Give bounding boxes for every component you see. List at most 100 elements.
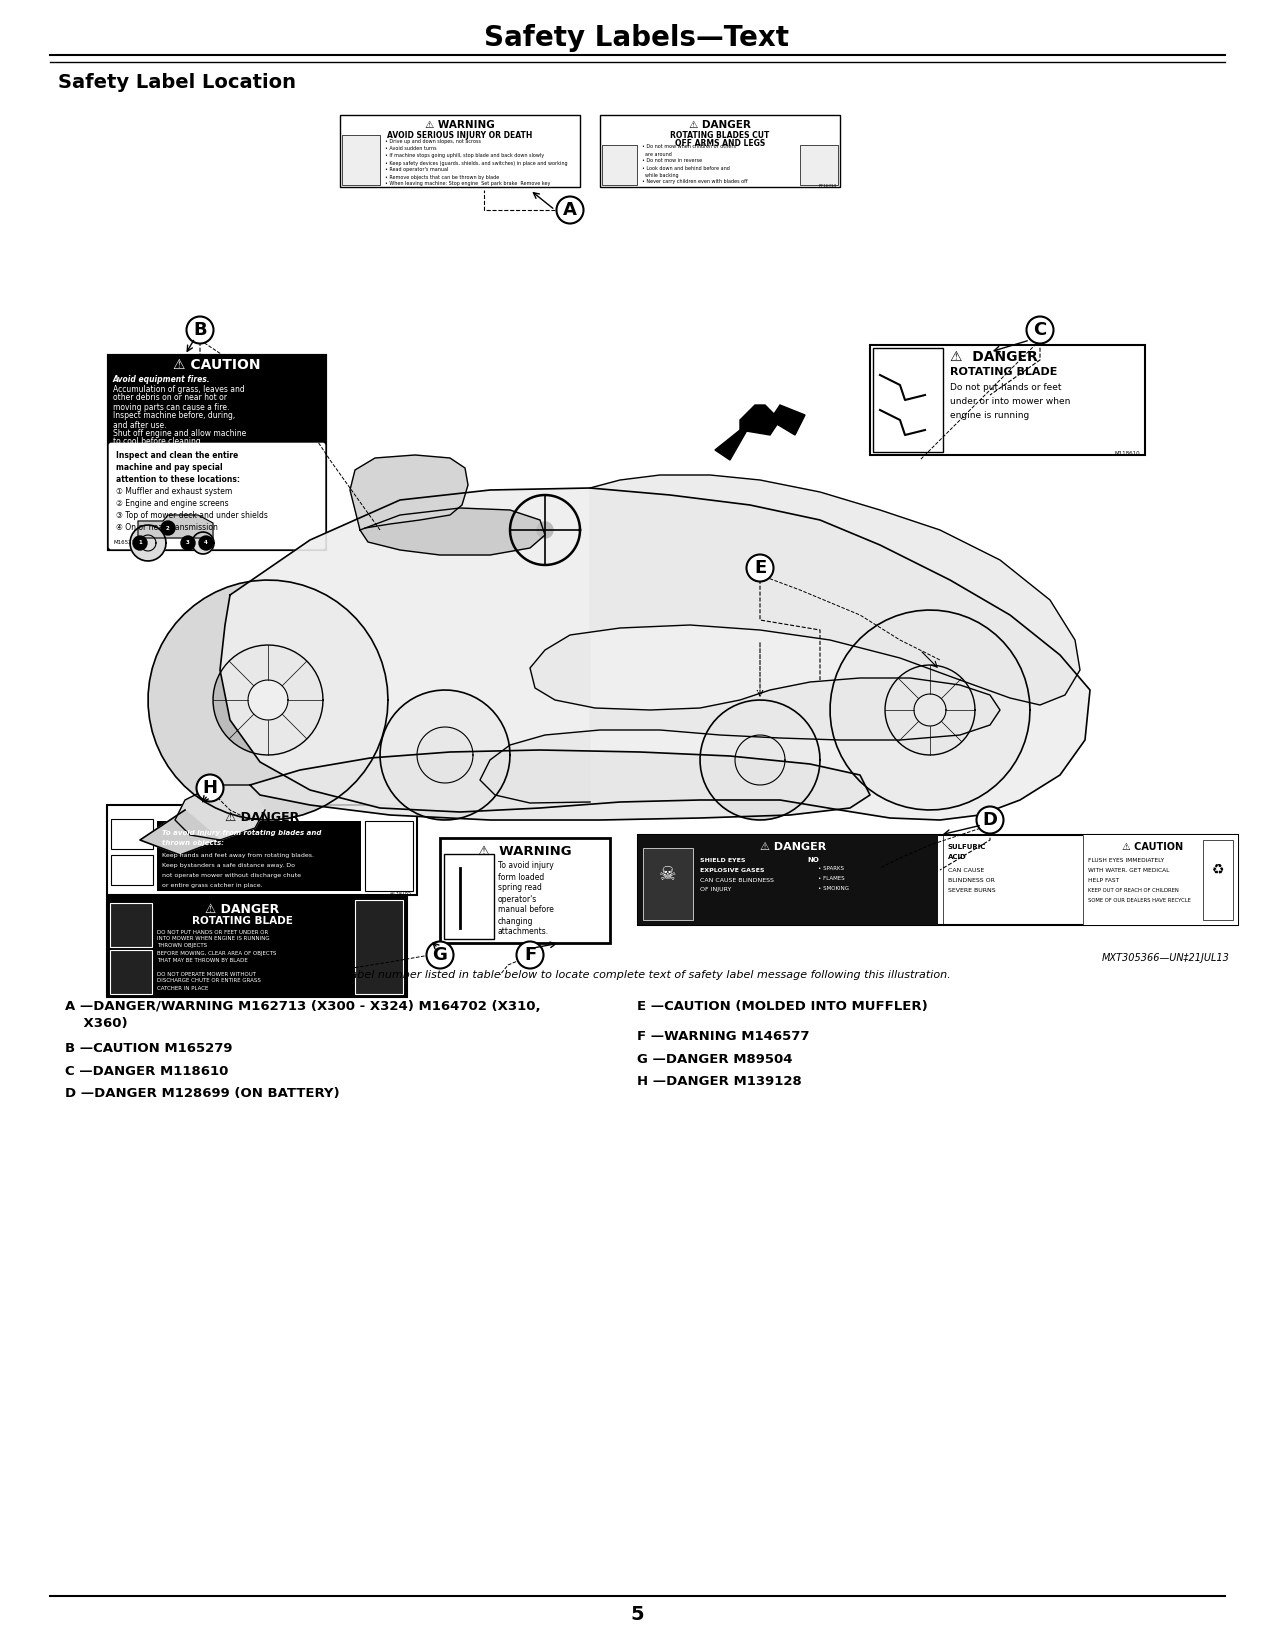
Polygon shape [193, 531, 214, 554]
Polygon shape [148, 581, 388, 820]
Text: OFF ARMS AND LEGS: OFF ARMS AND LEGS [674, 139, 765, 147]
Text: ☠: ☠ [659, 866, 677, 884]
Bar [108, 446, 326, 549]
Text: Safety Labels—Text: Safety Labels—Text [484, 25, 789, 53]
Polygon shape [138, 515, 213, 538]
Bar [108, 355, 326, 549]
Circle shape [199, 536, 213, 549]
Bar [799, 145, 838, 185]
Bar [643, 848, 694, 921]
Text: Keep bystanders a safe distance away. Do: Keep bystanders a safe distance away. Do [162, 863, 295, 868]
Text: ② Engine and engine screens: ② Engine and engine screens [116, 498, 228, 508]
Text: 2: 2 [166, 525, 170, 531]
Bar [110, 950, 152, 993]
Text: SEVERE BURNS: SEVERE BURNS [949, 888, 996, 893]
Bar [107, 805, 417, 894]
Text: BEFORE MOWING, CLEAR AREA OF OBJECTS: BEFORE MOWING, CLEAR AREA OF OBJECTS [157, 950, 277, 955]
Text: ACID: ACID [949, 855, 966, 860]
Text: ⚠  DANGER: ⚠ DANGER [950, 350, 1038, 365]
Polygon shape [914, 695, 946, 726]
Text: under or into mower when: under or into mower when [950, 396, 1071, 406]
Circle shape [133, 536, 147, 549]
Text: 5: 5 [630, 1605, 644, 1625]
Text: HELP FAST: HELP FAST [1088, 878, 1119, 883]
Text: ③ Top of mower deck and under shields: ③ Top of mower deck and under shields [116, 510, 268, 520]
Polygon shape [380, 690, 510, 820]
Text: • When leaving machine: Stop engine  Set park brake  Remove key: • When leaving machine: Stop engine Set … [385, 182, 551, 186]
Polygon shape [140, 810, 221, 855]
Bar [365, 822, 413, 891]
Text: A: A [564, 201, 576, 219]
Text: not operate mower without discharge chute: not operate mower without discharge chut… [162, 873, 301, 878]
Polygon shape [175, 785, 265, 840]
Polygon shape [700, 700, 820, 820]
Text: THAT MAY BE THROWN BY BLADE: THAT MAY BE THROWN BY BLADE [157, 957, 247, 962]
Text: • FLAMES: • FLAMES [819, 876, 844, 881]
Bar [108, 355, 326, 549]
Text: ⚠ CAUTION: ⚠ CAUTION [173, 358, 261, 371]
Text: Inspect machine before, during,: Inspect machine before, during, [113, 411, 236, 421]
Circle shape [181, 536, 195, 549]
Text: • Do not mow when children or others: • Do not mow when children or others [643, 145, 736, 150]
Text: ⚠ DANGER: ⚠ DANGER [688, 120, 751, 130]
Text: Avoid equipment fires.: Avoid equipment fires. [113, 375, 210, 383]
Text: To avoid injury from rotating blades and: To avoid injury from rotating blades and [162, 830, 321, 837]
Text: • Read operator's manual: • Read operator's manual [385, 168, 449, 173]
Text: Do not put hands or feet: Do not put hands or feet [950, 383, 1062, 391]
Text: C —DANGER M118610: C —DANGER M118610 [65, 1064, 228, 1077]
Polygon shape [213, 645, 323, 756]
Text: manual before: manual before [499, 906, 553, 914]
Text: WITH WATER. GET MEDICAL: WITH WATER. GET MEDICAL [1088, 868, 1169, 873]
Text: Inspect and clean the entire: Inspect and clean the entire [116, 450, 238, 459]
Polygon shape [715, 426, 750, 460]
Text: form loaded: form loaded [499, 873, 544, 881]
Text: DO NOT OPERATE MOWER WITHOUT: DO NOT OPERATE MOWER WITHOUT [157, 972, 256, 977]
Text: THROWN OBJECTS: THROWN OBJECTS [157, 944, 207, 949]
Text: ④ On or near transmission: ④ On or near transmission [116, 523, 218, 531]
Text: MXT305366—UN‡21JUL13: MXT305366—UN‡21JUL13 [1102, 954, 1230, 964]
Text: ⚠ DANGER: ⚠ DANGER [760, 842, 826, 851]
Text: operator's: operator's [499, 894, 537, 904]
Text: • SMOKING: • SMOKING [819, 886, 849, 891]
Text: M165279: M165279 [113, 540, 139, 545]
Circle shape [161, 521, 175, 535]
FancyBboxPatch shape [108, 442, 326, 549]
Text: to cool before cleaning: to cool before cleaning [113, 437, 200, 447]
Text: E —CAUTION (MOLDED INTO MUFFLER): E —CAUTION (MOLDED INTO MUFFLER) [638, 1000, 928, 1013]
Text: ① Muffler and exhaust system: ① Muffler and exhaust system [116, 487, 232, 495]
Text: F —WARNING M146577: F —WARNING M146577 [638, 1030, 810, 1043]
Text: moving parts can cause a fire.: moving parts can cause a fire. [113, 403, 230, 411]
Bar [873, 348, 944, 452]
Text: thrown objects:: thrown objects: [162, 840, 224, 846]
Polygon shape [351, 455, 468, 530]
Text: attention to these locations:: attention to these locations: [116, 475, 240, 483]
Text: To avoid injury: To avoid injury [499, 861, 553, 871]
Text: while backing: while backing [643, 173, 678, 178]
Bar [340, 116, 580, 186]
Text: • Keep safety devices (guards, shields, and switches) in place and working: • Keep safety devices (guards, shields, … [385, 160, 567, 165]
Text: B —CAUTION M165279: B —CAUTION M165279 [65, 1043, 232, 1054]
Text: changing: changing [499, 916, 533, 926]
Polygon shape [734, 734, 785, 785]
Text: FLUSH EYES IMMEDIATELY: FLUSH EYES IMMEDIATELY [1088, 858, 1164, 863]
Text: INTO MOWER WHEN ENGINE IS RUNNING: INTO MOWER WHEN ENGINE IS RUNNING [157, 937, 269, 942]
Text: • Avoid sudden turns: • Avoid sudden turns [385, 147, 436, 152]
Text: G: G [432, 945, 448, 964]
Polygon shape [249, 680, 288, 719]
Text: attachments.: attachments. [499, 927, 550, 937]
Text: SHIELD EYES: SHIELD EYES [700, 858, 746, 863]
Text: Keep hands and feet away from rotating blades.: Keep hands and feet away from rotating b… [162, 853, 314, 858]
Text: D: D [983, 812, 997, 828]
Bar [157, 822, 361, 891]
Polygon shape [130, 525, 166, 561]
Polygon shape [360, 508, 544, 554]
Text: ⚠  WARNING: ⚠ WARNING [478, 845, 571, 858]
Text: ♻: ♻ [1211, 863, 1224, 878]
Text: ⚠ WARNING: ⚠ WARNING [425, 120, 495, 130]
Text: ⚠ DANGER: ⚠ DANGER [224, 810, 300, 823]
Text: X360): X360) [65, 1016, 128, 1030]
Text: • Drive up and down slopes, not across: • Drive up and down slopes, not across [385, 140, 481, 145]
Text: CAN CAUSE BLINDNESS: CAN CAUSE BLINDNESS [700, 878, 774, 883]
Text: D —DANGER M128699 (ON BATTERY): D —DANGER M128699 (ON BATTERY) [65, 1087, 339, 1101]
Text: • If machine stops going uphill, stop blade and back down slowly: • If machine stops going uphill, stop bl… [385, 153, 544, 158]
